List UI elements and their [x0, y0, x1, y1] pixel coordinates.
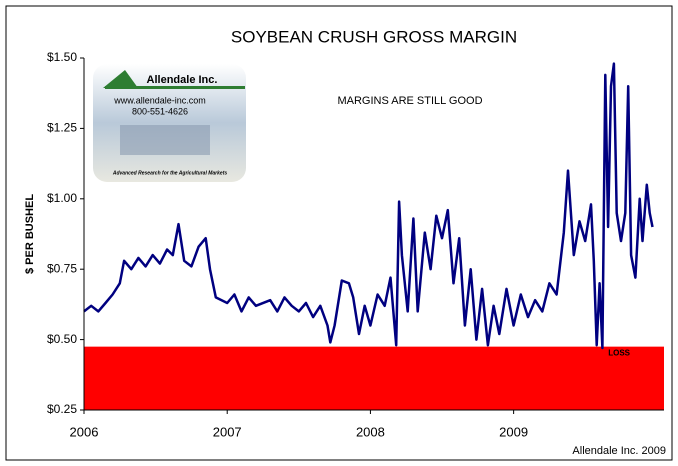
y-tick-label: $0.50 — [47, 332, 77, 346]
chart: SOYBEAN CRUSH GROSS MARGIN $ PER BUSHEL … — [0, 0, 678, 466]
logo-skyline — [120, 125, 210, 155]
logo-phone: 800-551-4626 — [132, 106, 188, 116]
y-tick-label: $1.00 — [47, 191, 77, 205]
logo-name: Allendale Inc. — [147, 74, 218, 86]
loss-band — [84, 347, 664, 410]
logo-bar — [105, 86, 245, 89]
x-tick-label: 2006 — [70, 424, 99, 439]
x-tick-label: 2008 — [356, 424, 385, 439]
y-tick-label: $0.75 — [47, 261, 77, 275]
logo-url: www.allendale-inc.com — [113, 95, 206, 105]
y-tick-label: $0.25 — [47, 402, 77, 416]
y-tick-label: $1.25 — [47, 121, 77, 135]
annotation: MARGINS ARE STILL GOOD — [337, 95, 482, 107]
x-tick-label: 2007 — [213, 424, 242, 439]
y-tick-label: $1.50 — [47, 50, 77, 64]
chart-title: SOYBEAN CRUSH GROSS MARGIN — [231, 27, 517, 46]
x-tick-label: 2009 — [499, 424, 528, 439]
logo: Allendale Inc. www.allendale-inc.com 800… — [93, 64, 246, 182]
logo-tagline: Advanced Research for the Agricultural M… — [112, 170, 228, 176]
source: Allendale Inc. 2009 — [572, 445, 666, 457]
loss-label: LOSS — [608, 349, 630, 358]
y-axis-label: $ PER BUSHEL — [24, 194, 36, 274]
